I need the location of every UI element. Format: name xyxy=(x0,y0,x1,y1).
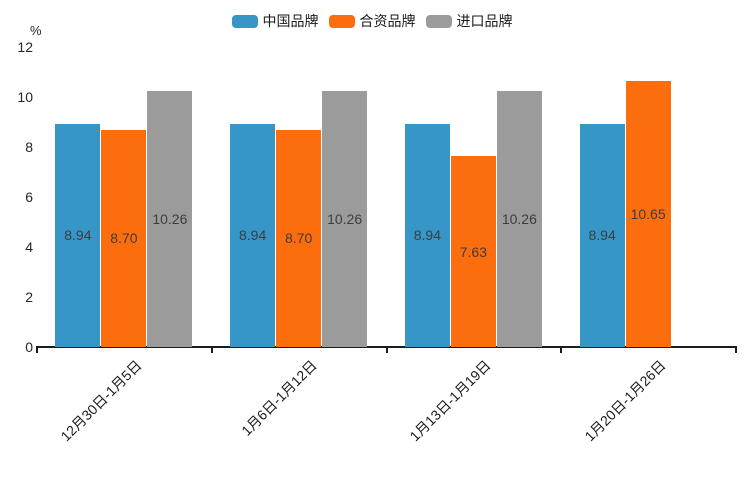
legend-label: 中国品牌 xyxy=(262,13,319,29)
legend-swatch xyxy=(328,14,355,28)
bar-value-label: 8.94 xyxy=(64,227,92,244)
y-tick-label: 8 xyxy=(25,139,33,155)
x-axis-tick xyxy=(210,346,213,353)
bar xyxy=(147,90,193,347)
y-tick-label: 2 xyxy=(25,289,33,305)
bar-value-label: 8.70 xyxy=(110,230,138,247)
legend-label: 进口品牌 xyxy=(456,13,513,29)
bar xyxy=(322,90,368,347)
bar xyxy=(625,80,671,347)
x-axis-tick xyxy=(735,346,737,353)
bar-value-label: 8.70 xyxy=(285,230,313,247)
x-tick-label: 1月20日-1月26日 xyxy=(581,357,669,445)
y-tick-label: 6 xyxy=(25,189,33,205)
bar xyxy=(55,123,101,347)
legend-swatch xyxy=(231,14,258,28)
legend-swatch xyxy=(425,14,452,28)
bar-value-label: 10.26 xyxy=(327,210,363,227)
legend-item: 合资品牌 xyxy=(328,11,416,31)
bar xyxy=(230,123,276,347)
bar-value-label: 8.94 xyxy=(413,227,441,244)
bar xyxy=(276,129,322,347)
bar xyxy=(579,123,625,347)
legend-label: 合资品牌 xyxy=(359,13,416,29)
legend-item: 进口品牌 xyxy=(425,11,513,31)
y-tick-label: 0 xyxy=(25,339,33,355)
y-tick-label: 10 xyxy=(17,89,33,105)
x-axis-tick xyxy=(560,346,563,353)
bar-value-label: 8.94 xyxy=(239,227,267,244)
bar-value-label: 10.26 xyxy=(152,210,188,227)
bar-value-label: 7.63 xyxy=(459,243,487,260)
x-tick-label: 1月13日-1月19日 xyxy=(406,357,495,445)
y-axis-unit-label: % xyxy=(30,23,42,38)
bar-value-label: 8.94 xyxy=(588,227,616,244)
bar-value-label: 10.65 xyxy=(630,205,666,222)
y-tick-label: 12 xyxy=(17,39,33,55)
bar xyxy=(101,129,147,347)
bar xyxy=(404,123,450,347)
legend-item: 中国品牌 xyxy=(231,11,319,31)
x-tick-label: 12月30日-1月5日 xyxy=(57,357,145,445)
x-tick-label: 1月6日-1月12日 xyxy=(237,357,320,439)
bar xyxy=(450,156,496,347)
legend: 中国品牌 合资品牌 进口品牌 xyxy=(0,11,744,31)
bar-value-label: 10.26 xyxy=(501,210,537,227)
x-axis-tick xyxy=(385,346,388,353)
y-tick-label: 4 xyxy=(25,239,33,255)
x-axis-tick xyxy=(36,346,38,353)
bar xyxy=(496,90,542,347)
